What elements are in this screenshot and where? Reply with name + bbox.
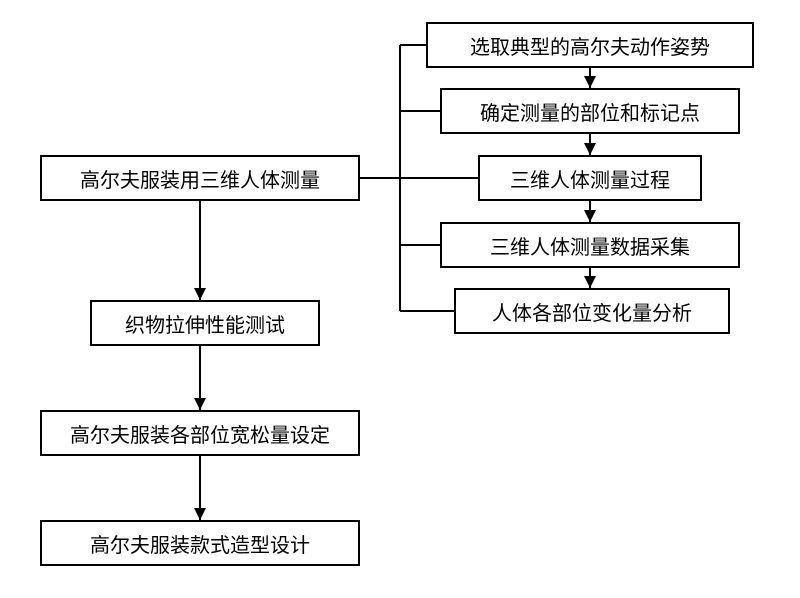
node-right-3-measure-process: 三维人体测量过程 bbox=[478, 155, 702, 201]
node-left-2-fabric-test: 织物拉伸性能测试 bbox=[90, 300, 320, 346]
node-label: 高尔夫服装各部位宽松量设定 bbox=[70, 419, 330, 448]
node-label: 选取典型的高尔夫动作姿势 bbox=[470, 31, 710, 60]
node-label: 高尔夫服装款式造型设计 bbox=[90, 529, 310, 558]
node-left-1-measurement: 高尔夫服装用三维人体测量 bbox=[40, 155, 360, 201]
node-right-4-data-collect: 三维人体测量数据采集 bbox=[440, 222, 740, 268]
node-left-3-ease-setting: 高尔夫服装各部位宽松量设定 bbox=[40, 410, 360, 456]
node-left-4-style-design: 高尔夫服装款式造型设计 bbox=[40, 520, 360, 566]
node-label: 织物拉伸性能测试 bbox=[125, 309, 285, 338]
node-label: 确定测量的部位和标记点 bbox=[480, 97, 700, 126]
node-label: 人体各部位变化量分析 bbox=[492, 297, 692, 326]
node-right-5-variation-analysis: 人体各部位变化量分析 bbox=[454, 288, 730, 334]
node-label: 三维人体测量数据采集 bbox=[490, 231, 690, 260]
node-right-2-mark-points: 确定测量的部位和标记点 bbox=[440, 88, 740, 134]
node-label: 三维人体测量过程 bbox=[510, 164, 670, 193]
node-right-1-select-posture: 选取典型的高尔夫动作姿势 bbox=[426, 22, 754, 68]
node-label: 高尔夫服装用三维人体测量 bbox=[80, 164, 320, 193]
